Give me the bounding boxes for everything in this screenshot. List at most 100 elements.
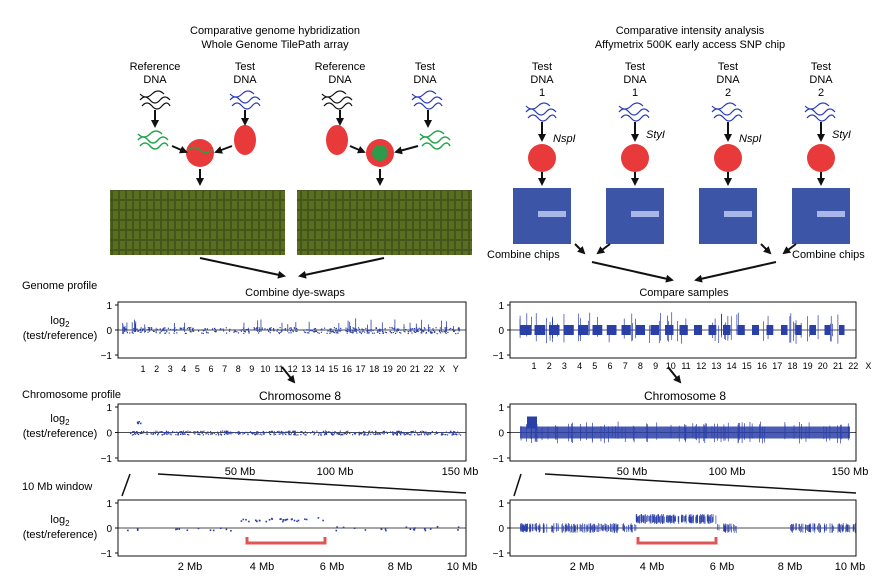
dna-red-1-icon xyxy=(234,125,256,155)
genome-tick-label: 14 xyxy=(727,361,737,371)
chr-tick-label: 50 Mb xyxy=(617,466,648,478)
dna-red-r2-icon xyxy=(621,144,649,172)
y-tick-label: 1 xyxy=(106,301,112,312)
dna-mixed-2-icon xyxy=(366,139,394,167)
window-tick-label: 6 Mb xyxy=(710,561,734,573)
genome-tick-label: 19 xyxy=(383,364,393,374)
y-axis-label-window: log2 (test/reference) xyxy=(23,514,98,541)
right-arrows xyxy=(538,122,825,186)
genome-tick-label: 22 xyxy=(423,364,433,374)
combine-dye-swaps: Combine dye-swaps xyxy=(245,287,345,299)
left-title-line2: Whole Genome TilePath array xyxy=(201,39,349,51)
dna-blue-r2-icon xyxy=(618,102,650,122)
dna-red-r4-icon xyxy=(807,144,835,172)
zoom-lines xyxy=(121,473,857,497)
enzyme-label-2: StyI xyxy=(646,129,665,141)
row-label-chromosome: Chromosome profile xyxy=(22,389,121,401)
genome-tick-label: 3 xyxy=(168,364,173,374)
dna-black-1-icon xyxy=(139,90,171,110)
row-label-genome: Genome profile xyxy=(22,280,97,292)
genome-tick-label: 14 xyxy=(315,364,325,374)
genome-tick-label: 15 xyxy=(742,361,752,371)
genome-tick-label: 12 xyxy=(696,361,706,371)
left-dna-blobs xyxy=(137,90,451,167)
left-label-2-a: Test xyxy=(235,61,255,73)
gain-bracket-right xyxy=(636,537,718,545)
left-window-panel: 1 0 −1 xyxy=(101,499,467,560)
genome-tick-label: 1 xyxy=(531,361,536,371)
genome-tick-label: 10 xyxy=(260,364,270,374)
right-label-3-c: 2 xyxy=(725,87,731,99)
right-label-4-a: Test xyxy=(811,61,831,73)
genome-tick-label: 4 xyxy=(181,364,186,374)
right-label-2-a: Test xyxy=(625,61,645,73)
genome-tick-label: X xyxy=(439,364,445,374)
y-tick-label: 1 xyxy=(498,403,504,414)
y-tick-label: 1 xyxy=(498,499,504,510)
right-label-4-c: 2 xyxy=(818,87,824,99)
combine-chips-left: Combine chips xyxy=(487,249,560,261)
right-dna-blobs xyxy=(525,102,836,172)
y-tick-label: 0 xyxy=(106,524,112,535)
right-label-3-a: Test xyxy=(718,61,738,73)
right-label-4-b: DNA xyxy=(809,74,833,86)
combine-chips-right: Combine chips xyxy=(792,249,865,261)
left-label-4-b: DNA xyxy=(413,74,437,86)
genome-tick-label: X xyxy=(865,361,871,371)
genome-tick-label: 2 xyxy=(547,361,552,371)
genome-tick-label: 1 xyxy=(140,364,145,374)
window-tick-label: 10 Mb xyxy=(447,561,478,573)
genome-tick-label: 7 xyxy=(623,361,628,371)
right-window-panel: 1 0 −1 xyxy=(493,499,857,560)
genome-tick-label: 8 xyxy=(236,364,241,374)
y-axis-label-genome: log2 (test/reference) xyxy=(23,315,98,342)
genome-tick-label: 13 xyxy=(301,364,311,374)
left-genome-panel: 1 0 −1 xyxy=(101,301,467,362)
left-label-2-b: DNA xyxy=(233,74,257,86)
svg-text:log2: log2 xyxy=(50,413,70,427)
chr-tick-label: 100 Mb xyxy=(709,466,746,478)
right-title-line1: Comparative intensity analysis xyxy=(616,25,765,37)
svg-text:log2: log2 xyxy=(50,315,70,329)
genome-tick-label: 16 xyxy=(342,364,352,374)
genome-tick-label: 7 xyxy=(222,364,227,374)
genome-tick-label: 21 xyxy=(410,364,420,374)
left-label-1-a: Reference xyxy=(130,61,181,73)
genome-tick-label: 5 xyxy=(592,361,597,371)
dna-black-2-icon xyxy=(321,90,353,110)
dna-blue-r4-icon xyxy=(804,102,836,122)
genome-tick-label: 21 xyxy=(833,361,843,371)
y-tick-label: 1 xyxy=(106,499,112,510)
dna-green-1-icon xyxy=(137,130,169,150)
genome-tick-label: 16 xyxy=(757,361,767,371)
right-label-1-a: Test xyxy=(532,61,552,73)
right-title-line2: Affymetrix 500K early access SNP chip xyxy=(595,39,785,51)
left-label-3-a: Reference xyxy=(315,61,366,73)
genome-tick-label: 9 xyxy=(653,361,658,371)
window-tick-label: 10 Mb xyxy=(835,561,866,573)
genome-tick-label: 9 xyxy=(249,364,254,374)
compare-samples: Compare samples xyxy=(639,287,729,299)
genome-tick-label: 6 xyxy=(208,364,213,374)
row-label-window: 10 Mb window xyxy=(22,481,92,493)
right-genome-panel: 1 0 −1 xyxy=(493,301,857,362)
genome-tick-label: 11 xyxy=(681,361,690,371)
genome-tick-label: Y xyxy=(453,364,459,374)
svg-text:(test/reference): (test/reference) xyxy=(23,330,98,342)
genome-tick-label: 6 xyxy=(607,361,612,371)
window-tick-label: 8 Mb xyxy=(388,561,412,573)
window-tick-label: 4 Mb xyxy=(640,561,664,573)
genome-tick-label: 4 xyxy=(577,361,582,371)
right-chromosome-title: Chromosome 8 xyxy=(644,389,726,403)
left-label-3-b: DNA xyxy=(328,74,352,86)
y-tick-label: 0 xyxy=(498,326,504,337)
genome-tick-label: 11 xyxy=(274,364,283,374)
genome-tick-label: 17 xyxy=(772,361,782,371)
left-chromosome-panel: 1 0 −1 xyxy=(101,403,467,465)
dna-blue-1-icon xyxy=(229,90,261,110)
right-label-2-c: 1 xyxy=(632,87,638,99)
gain-bracket-left xyxy=(245,537,327,545)
dna-red-r3-icon xyxy=(714,144,742,172)
chr-tick-label: 50 Mb xyxy=(225,466,256,478)
